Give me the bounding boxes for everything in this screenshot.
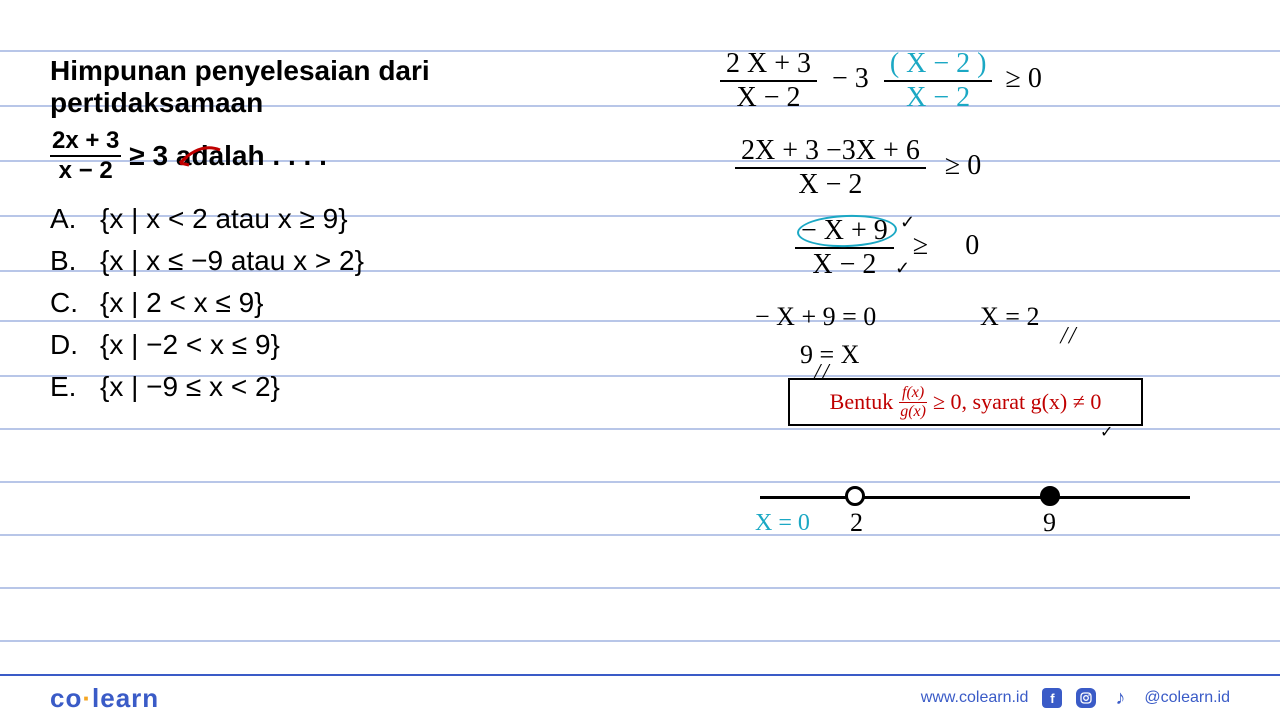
- formula-hint-box: Bentuk f(x) g(x) ≥ 0, syarat g(x) ≠ 0: [788, 378, 1143, 426]
- facebook-icon: f: [1042, 688, 1062, 708]
- options-list: A. {x | x < 2 atau x ≥ 9} B. {x | x ≤ −9 at…: [50, 203, 630, 403]
- option-row: C. {x | 2 < x ≤ 9}: [50, 287, 630, 319]
- footer-right: www.colearn.id f ♪ @colearn.id: [921, 688, 1230, 708]
- problem-inequality: 2x + 3 x − 2 ≥ 3 adalah . . . .: [50, 127, 630, 185]
- eq-right: X = 2: [980, 302, 1039, 332]
- footer-url: www.colearn.id: [921, 689, 1029, 707]
- x-eq-0-annotation: X = 0: [755, 510, 810, 537]
- eq-left-1: − X + 9 = 0: [755, 302, 876, 332]
- problem-rhs: ≥ 3 adalah . . . .: [129, 140, 326, 172]
- ruled-line: [0, 428, 1280, 430]
- option-letter: B.: [50, 245, 80, 277]
- option-text: {x | 2 < x ≤ 9}: [100, 287, 264, 319]
- option-text: {x | −9 ≤ x < 2}: [100, 371, 280, 403]
- problem-title: Himpunan penyelesaian dari pertidaksamaa…: [50, 55, 630, 119]
- check-mark-3: ✓: [1100, 422, 1113, 442]
- lhs-fraction: 2x + 3 x − 2: [50, 127, 121, 185]
- option-row: D. {x | −2 < x ≤ 9}: [50, 329, 630, 361]
- problem-block: Himpunan penyelesaian dari pertidaksamaa…: [50, 55, 630, 413]
- footer-bar: co·learn www.colearn.id f ♪ @colearn.id: [0, 674, 1280, 720]
- strike-1: ╱╱: [1060, 328, 1077, 345]
- option-row: A. {x | x < 2 atau x ≥ 9}: [50, 203, 630, 235]
- nline-point-2: [845, 486, 865, 506]
- check-mark-1: ✓: [900, 212, 915, 233]
- footer-handle: @colearn.id: [1144, 689, 1230, 707]
- option-letter: C.: [50, 287, 80, 319]
- option-text: {x | x ≤ −9 atau x > 2}: [100, 245, 364, 277]
- option-letter: D.: [50, 329, 80, 361]
- red-arrow-annotation: [175, 145, 225, 175]
- option-row: B. {x | x ≤ −9 atau x > 2}: [50, 245, 630, 277]
- brand-logo: co·learn: [50, 683, 159, 714]
- option-text: {x | −2 < x ≤ 9}: [100, 329, 280, 361]
- option-row: E. {x | −9 ≤ x < 2}: [50, 371, 630, 403]
- option-letter: A.: [50, 203, 80, 235]
- nline-label-2: 2: [850, 508, 863, 538]
- option-text: {x | x < 2 atau x ≥ 9}: [100, 203, 348, 235]
- ruled-line: [0, 587, 1280, 589]
- option-letter: E.: [50, 371, 80, 403]
- check-mark-2: ✓: [895, 258, 910, 279]
- work-line-1: 2 X + 3 X − 2 − 3 ( X − 2 ) X − 2 ≥ 0: [720, 48, 1042, 114]
- nline-label-9: 9: [1043, 508, 1056, 538]
- ruled-line: [0, 50, 1280, 52]
- number-line: 2 9 X = 0: [760, 478, 1190, 548]
- ruled-line: [0, 640, 1280, 642]
- instagram-icon: [1076, 688, 1096, 708]
- work-line-2: 2X + 3 −3X + 6 X − 2 ≥ 0: [735, 135, 981, 201]
- nline-point-9: [1040, 486, 1060, 506]
- tiktok-icon: ♪: [1110, 688, 1130, 708]
